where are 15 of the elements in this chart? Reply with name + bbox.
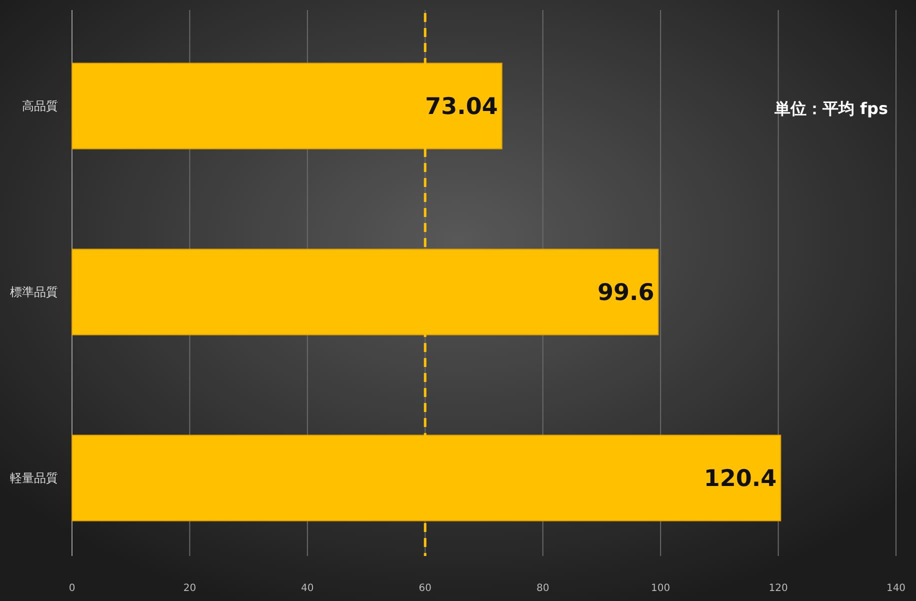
- x-tick-label: 40: [301, 583, 314, 594]
- y-tick-label: 高品質: [22, 99, 58, 113]
- x-tick-label: 140: [886, 583, 906, 594]
- x-tick-label: 80: [536, 583, 550, 594]
- x-tick-label: 60: [418, 583, 432, 594]
- annotation: 単位：平均 fps: [773, 99, 888, 118]
- data-label: 120.4: [704, 466, 777, 492]
- data-label: 73.04: [425, 94, 498, 120]
- x-tick-label: 120: [768, 583, 788, 594]
- x-tick-label: 0: [68, 583, 76, 594]
- data-label: 99.6: [597, 280, 654, 306]
- x-tick-label: 100: [651, 583, 670, 594]
- x-tick-label: 20: [183, 583, 196, 594]
- y-tick-label: 軽量品質: [10, 471, 58, 485]
- y-tick-label: 標準品質: [10, 285, 58, 299]
